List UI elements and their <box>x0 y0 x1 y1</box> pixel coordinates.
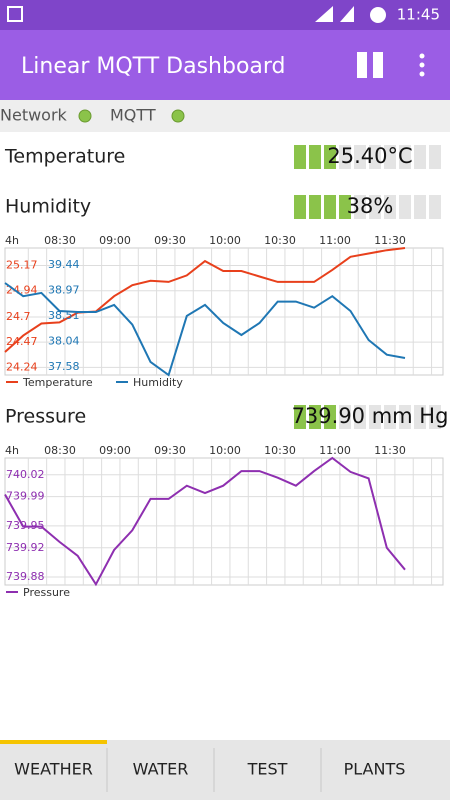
chart-frame <box>4 457 444 586</box>
legend-label: Pressure <box>23 586 70 599</box>
gauge-segment <box>324 405 336 429</box>
connection-label: MQTT <box>110 106 156 125</box>
gauge-segment <box>399 195 411 219</box>
y-tick-label: 38.04 <box>48 335 80 348</box>
gauge-segment <box>414 195 426 219</box>
y-tick-label: 739.92 <box>6 541 45 554</box>
tab-indicator <box>0 740 107 744</box>
gauge-segment <box>399 405 411 429</box>
gauge-segment <box>414 405 426 429</box>
y-tick-label: 39.44 <box>48 258 80 271</box>
y-tick-label: 24.94 <box>6 284 38 297</box>
y-tick-label: 24.24 <box>6 360 38 373</box>
widget-label: Temperature <box>4 146 125 168</box>
tab[interactable]: PLANTS <box>344 760 406 779</box>
x-label: 09:00 <box>99 234 131 247</box>
gauge-segment <box>429 145 441 169</box>
connection-dot <box>171 109 185 123</box>
tab[interactable]: WEATHER <box>14 760 93 779</box>
gauge-segment <box>369 145 381 169</box>
y-tick-label: 38.97 <box>48 284 80 297</box>
x-label: 09:30 <box>154 234 186 247</box>
clock: 11:45 <box>397 6 440 24</box>
x-label: 08:30 <box>44 444 76 457</box>
x-label: 10:00 <box>209 444 241 457</box>
gauge-segment <box>339 145 351 169</box>
x-label: 11:00 <box>319 234 351 247</box>
x-label: 09:30 <box>154 444 186 457</box>
connection-label: Network <box>0 106 68 125</box>
widget-label: Pressure <box>5 406 86 428</box>
gauge-segment <box>429 405 441 429</box>
signal-icon <box>340 6 354 22</box>
x-label: 08:30 <box>44 234 76 247</box>
series-line <box>4 456 406 587</box>
gauge-segment <box>384 195 396 219</box>
x-label: 11:30 <box>374 444 406 457</box>
tab[interactable]: WATER <box>133 760 189 779</box>
tab[interactable]: TEST <box>247 760 288 779</box>
x-label: 4h <box>5 234 19 247</box>
menu-button[interactable] <box>419 53 425 77</box>
x-label: 10:30 <box>264 234 296 247</box>
gauge-segment <box>309 195 321 219</box>
widget-label: Humidity <box>5 196 91 218</box>
y-tick-label: 739.99 <box>6 490 45 503</box>
gauge-segment <box>399 145 411 169</box>
gauge-segment <box>309 145 321 169</box>
cast-icon <box>7 6 23 22</box>
x-label: 09:00 <box>99 444 131 457</box>
chart-frame <box>4 247 444 376</box>
wifi-icon <box>315 6 333 22</box>
legend-label: Humidity <box>133 376 183 389</box>
gauge-segment <box>324 195 336 219</box>
gauge-segment <box>354 195 366 219</box>
series-line <box>4 247 406 353</box>
x-label: 11:00 <box>319 444 351 457</box>
gauge-segment <box>309 405 321 429</box>
gauge-segment <box>324 145 336 169</box>
pause-button[interactable] <box>357 52 367 78</box>
y-tick-label: 24.7 <box>6 310 31 323</box>
series-line <box>4 282 406 377</box>
gauge-segment <box>384 145 396 169</box>
gauge-segment <box>384 405 396 429</box>
gauge-segment <box>354 405 366 429</box>
y-tick-label: 739.95 <box>6 519 45 532</box>
pause-button-bar <box>373 52 383 78</box>
gauge-segment <box>354 145 366 169</box>
widget-value: 38% <box>347 194 394 218</box>
gauge-segment <box>414 145 426 169</box>
y-tick-label: 739.88 <box>6 570 45 583</box>
widget-value: 25.40°C <box>327 144 412 168</box>
x-label: 10:30 <box>264 444 296 457</box>
connection-bar <box>0 100 450 132</box>
gauge-segment <box>294 145 306 169</box>
x-label: 4h <box>5 444 19 457</box>
connection-dot <box>78 109 92 123</box>
gauge-segment <box>294 195 306 219</box>
y-tick-label: 25.17 <box>6 259 38 272</box>
app-title: Linear MQTT Dashboard <box>21 54 286 79</box>
x-label: 11:30 <box>374 234 406 247</box>
gauge-segment <box>339 405 351 429</box>
gauge-segment <box>294 405 306 429</box>
widget-value: 739.90 mm Hg <box>292 404 449 428</box>
gauge-segment <box>369 405 381 429</box>
x-label: 10:00 <box>209 234 241 247</box>
gauge-segment <box>339 195 351 219</box>
y-tick-label: 740.02 <box>6 468 45 481</box>
legend-label: Temperature <box>22 376 93 389</box>
battery-icon <box>370 7 386 23</box>
tab-bar <box>0 740 450 800</box>
gauge-segment <box>369 195 381 219</box>
y-tick-label: 37.58 <box>48 360 80 373</box>
gauge-segment <box>429 195 441 219</box>
